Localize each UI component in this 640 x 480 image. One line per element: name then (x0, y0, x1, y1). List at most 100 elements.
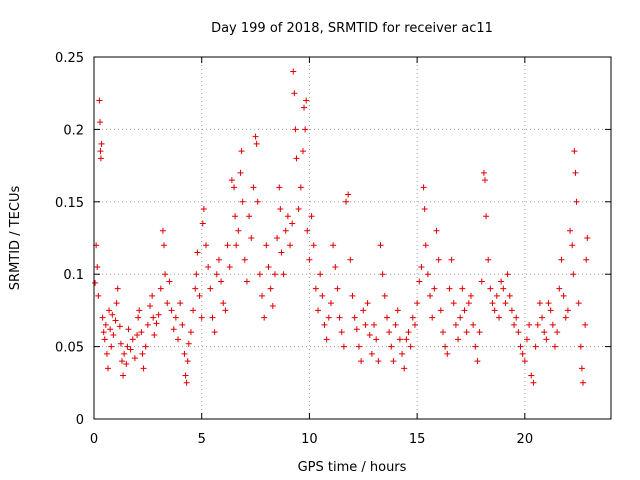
data-point (280, 271, 287, 278)
data-point (444, 350, 451, 357)
data-point (583, 256, 590, 263)
data-point (177, 300, 184, 307)
data-point (478, 278, 485, 285)
data-point (274, 235, 281, 241)
data-point (185, 340, 192, 347)
data-point (293, 155, 300, 162)
y-tick-label: 0.15 (55, 196, 84, 211)
data-point (228, 177, 235, 184)
data-point (238, 148, 245, 155)
data-point (114, 285, 121, 292)
data-point (237, 169, 244, 176)
data-point (457, 314, 464, 321)
data-point (134, 332, 141, 339)
data-point (277, 206, 284, 213)
x-tick-label: 0 (90, 432, 98, 447)
data-point (351, 314, 358, 321)
data-point (239, 198, 246, 205)
data-point (105, 365, 112, 372)
data-point (455, 336, 462, 343)
data-point (117, 340, 124, 347)
data-point (168, 307, 175, 314)
data-point (541, 329, 548, 336)
y-tick-label: 0.2 (63, 123, 84, 138)
data-point (545, 300, 552, 307)
data-point (98, 140, 105, 147)
data-point (97, 119, 104, 126)
data-point (435, 256, 442, 263)
data-point (530, 379, 537, 386)
data-point (332, 263, 339, 270)
data-point (467, 292, 474, 299)
data-point (343, 198, 350, 205)
data-point (470, 321, 477, 328)
data-point (572, 169, 579, 176)
data-point (573, 198, 580, 205)
data-point (418, 263, 425, 270)
data-point (99, 314, 106, 321)
data-point (95, 292, 102, 299)
data-point (424, 271, 431, 278)
data-point (405, 329, 412, 336)
data-point (144, 321, 151, 328)
data-point (373, 336, 380, 343)
data-point (506, 292, 513, 299)
data-point (336, 314, 343, 321)
data-point (131, 355, 138, 362)
data-point (157, 285, 164, 292)
data-point (127, 346, 134, 353)
data-point (224, 242, 231, 249)
data-point (355, 343, 362, 350)
data-point (450, 300, 457, 307)
data-point (291, 90, 298, 97)
data-point (106, 307, 113, 314)
data-point (448, 256, 455, 263)
data-point (340, 343, 347, 350)
data-point (94, 263, 101, 270)
data-point (390, 358, 397, 365)
data-point (142, 343, 149, 350)
data-point (282, 227, 289, 234)
data-point (498, 278, 505, 285)
data-point (392, 321, 399, 328)
data-point (271, 271, 278, 278)
data-point (571, 148, 578, 155)
data-point (155, 311, 162, 318)
data-point (303, 97, 310, 104)
data-point (569, 242, 576, 249)
data-point (184, 358, 191, 365)
data-point (515, 329, 522, 336)
data-point (511, 321, 518, 328)
data-point (112, 317, 119, 324)
data-point (129, 336, 136, 343)
data-point (304, 227, 311, 234)
data-point (433, 227, 440, 234)
data-point (371, 321, 378, 328)
data-point (254, 198, 261, 205)
data-point (261, 314, 268, 321)
data-point (560, 292, 567, 299)
scatter-points (92, 68, 591, 386)
data-point (109, 311, 116, 318)
data-point (480, 169, 487, 176)
data-point (297, 184, 304, 191)
data-point (377, 242, 384, 249)
data-point (421, 206, 428, 213)
data-point (123, 360, 130, 367)
data-point (175, 336, 182, 343)
data-point (517, 343, 524, 350)
data-point (183, 379, 190, 386)
data-point (278, 249, 285, 256)
data-point (136, 307, 143, 314)
data-point (345, 191, 352, 198)
data-point (577, 343, 584, 350)
data-point (301, 104, 308, 111)
data-point (218, 278, 225, 285)
data-point (504, 271, 511, 278)
data-point (161, 242, 168, 249)
data-point (551, 343, 558, 350)
data-point (310, 242, 317, 249)
y-tick-label: 0 (76, 413, 84, 428)
data-point (394, 307, 401, 314)
data-point (113, 300, 120, 307)
